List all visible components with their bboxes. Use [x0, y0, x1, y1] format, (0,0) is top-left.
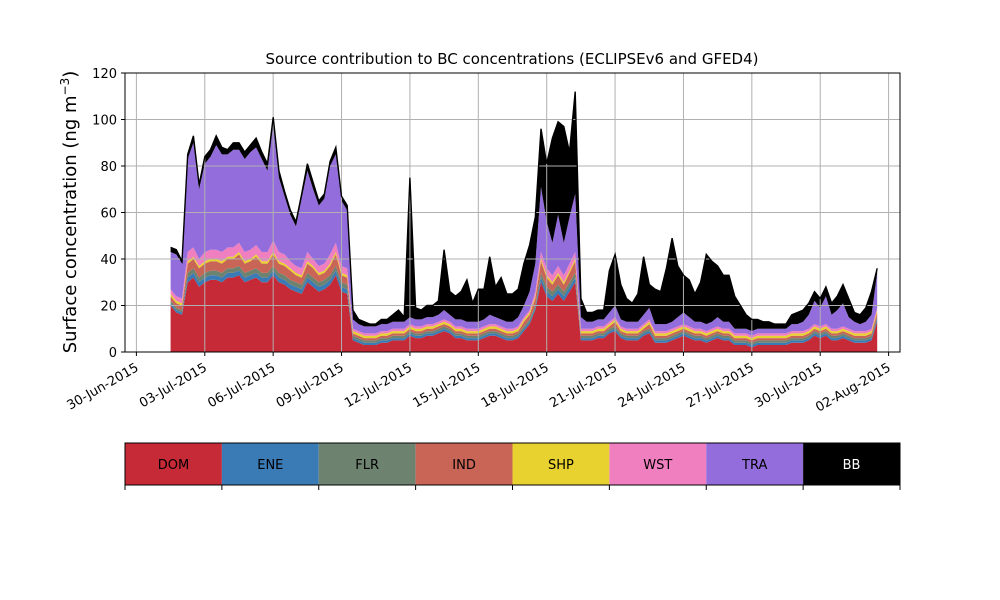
legend-swatch-shp	[512, 443, 610, 485]
x-tick-label: 02-Aug-2015	[813, 360, 893, 415]
x-tick-label: 15-Jul-2015	[410, 360, 483, 411]
y-tick-label: 80	[100, 160, 117, 175]
x-tick-label: 24-Jul-2015	[616, 360, 689, 411]
x-tick-label: 27-Jul-2015	[684, 360, 757, 411]
x-tick-label: 12-Jul-2015	[342, 360, 415, 411]
legend-swatch-ene	[221, 443, 319, 485]
y-tick-label: 40	[100, 253, 117, 268]
x-tick-label: 18-Jul-2015	[479, 360, 552, 411]
area-bb	[170, 91, 878, 332]
legend-swatch-tra	[706, 443, 804, 485]
area-wst	[170, 240, 878, 339]
y-tick-label: 100	[92, 114, 117, 129]
y-axis-label-suffix: )	[60, 71, 81, 78]
y-axis: 0 20 40 60 80 100 120	[92, 67, 125, 361]
x-tick-label: 09-Jul-2015	[274, 360, 347, 411]
chart-title: Source contribution to BC concentrations…	[265, 50, 758, 68]
y-tick-label: 120	[92, 67, 117, 82]
area-tra	[170, 124, 878, 336]
y-axis-label-exponent: −3	[58, 78, 72, 96]
x-tick-label: 21-Jul-2015	[547, 360, 620, 411]
legend-label-bb: BB	[843, 458, 861, 473]
legend-swatch-dom	[125, 443, 222, 485]
legend-swatch-flr	[318, 443, 416, 485]
legend-label-flr: FLR	[355, 458, 379, 473]
area-ene	[170, 270, 878, 348]
legend-swatch-wst	[609, 443, 707, 485]
legend: DOM ENE FLR IND SHP WST TRA BB	[124, 442, 901, 490]
x-axis: 30-Jun-201503-Jul-201506-Jul-201509-Jul-…	[65, 352, 894, 416]
legend-label-wst: WST	[643, 458, 672, 473]
area-ind	[170, 254, 878, 343]
plot-area	[124, 72, 901, 353]
area-flr	[170, 266, 878, 345]
x-tick-label: 30-Jun-2015	[65, 360, 142, 413]
x-tick-label: 06-Jul-2015	[205, 360, 278, 411]
area-dom	[170, 275, 878, 352]
legend-label-ind: IND	[452, 458, 476, 473]
legend-swatch-ind	[415, 443, 513, 485]
legend-label-shp: SHP	[548, 458, 574, 473]
legend-label-dom: DOM	[158, 458, 189, 473]
legend-label-tra: TRA	[741, 458, 767, 473]
legend-label-ene: ENE	[257, 458, 283, 473]
y-axis-label-text: Surface concentration (ng m	[60, 95, 81, 353]
total-outline	[170, 91, 878, 325]
legend-swatch-bb	[803, 443, 900, 485]
y-tick-label: 20	[100, 300, 117, 315]
stacked-areas	[170, 91, 878, 352]
x-tick-label: 03-Jul-2015	[137, 360, 210, 411]
y-tick-label: 60	[100, 207, 117, 222]
legend-frame	[124, 442, 901, 486]
y-axis-label: Surface concentration (ng m−3)	[58, 71, 81, 354]
y-tick-label: 0	[109, 346, 117, 361]
